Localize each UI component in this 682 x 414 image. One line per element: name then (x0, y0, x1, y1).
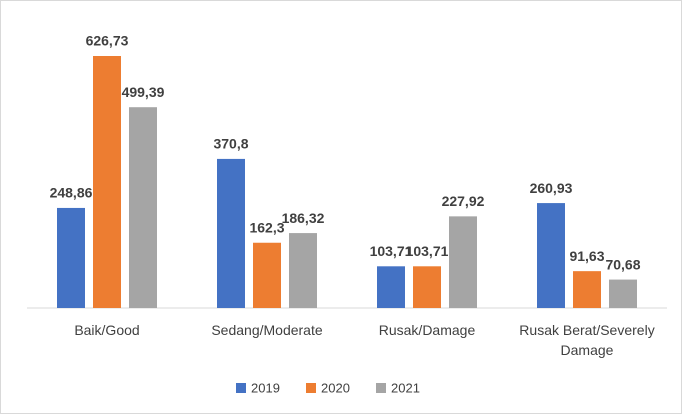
value-label: 186,32 (282, 210, 325, 226)
x-tick-label-box: Rusak/Damage (378, 322, 476, 338)
bar (449, 216, 477, 308)
x-tick-label: Sedang/Moderate (211, 322, 323, 338)
legend-label: 2019 (251, 380, 280, 395)
bar (253, 242, 281, 308)
value-label: 91,63 (569, 248, 604, 264)
bar (537, 203, 565, 308)
bar (413, 266, 441, 308)
legend-swatch (376, 383, 386, 393)
value-label: 103,71 (406, 243, 449, 259)
value-label: 499,39 (122, 84, 165, 100)
value-label: 227,92 (442, 193, 485, 209)
value-label: 260,93 (530, 180, 573, 196)
value-label: 248,86 (50, 185, 93, 201)
x-tick-label: Rusak Berat/Severely Damage (519, 322, 655, 358)
bar (573, 271, 601, 308)
value-label: 103,71 (370, 243, 413, 259)
legend-label: 2020 (321, 380, 350, 395)
x-tick-label-box: Sedang/Moderate (211, 322, 323, 338)
x-tick-label-box: Baik/Good (74, 322, 140, 338)
bar (289, 233, 317, 308)
x-tick-label-box: Rusak Berat/Severely Damage (519, 322, 655, 358)
bar (377, 266, 405, 308)
bar (93, 56, 121, 308)
legend-label: 2021 (391, 380, 420, 395)
legend-swatch (306, 383, 316, 393)
value-label: 70,68 (605, 256, 640, 272)
value-label: 626,73 (86, 33, 129, 49)
value-label: 370,8 (213, 136, 248, 152)
legend-swatch (236, 383, 246, 393)
x-tick-label: Baik/Good (74, 322, 140, 338)
bar (129, 107, 157, 309)
bar (57, 207, 85, 308)
value-label: 162,3 (249, 219, 284, 235)
bar (217, 158, 245, 308)
x-tick-label: Rusak/Damage (378, 322, 476, 338)
bar (609, 279, 637, 308)
